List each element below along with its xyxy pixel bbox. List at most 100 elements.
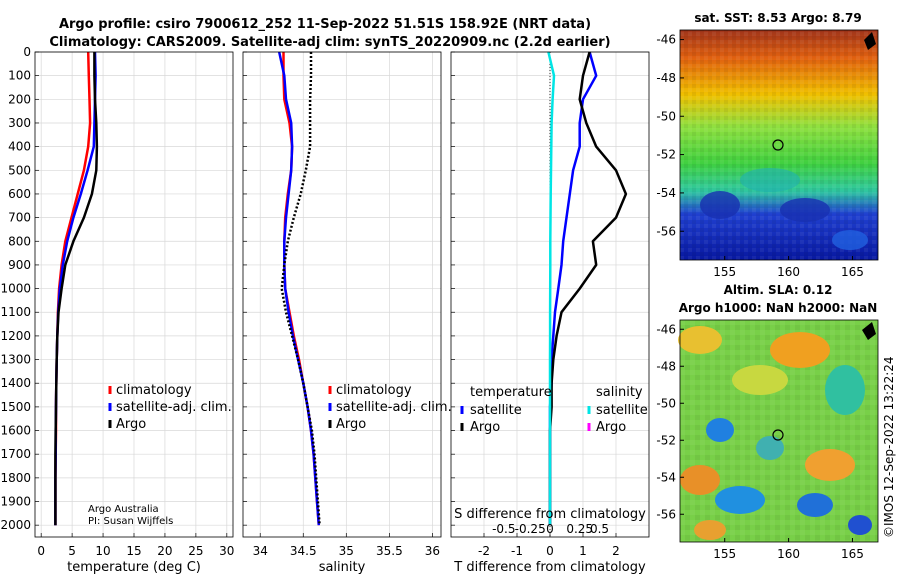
y-tick-label: 400 (8, 140, 31, 154)
y-tick-label: 1700 (0, 447, 31, 461)
y-tick-label: 1800 (0, 471, 31, 485)
map-x-tick-label: 155 (713, 265, 736, 279)
sst-coastline (864, 32, 876, 50)
map-y-tick-label: -54 (656, 186, 676, 200)
y-tick-label: 1100 (0, 305, 31, 319)
legend-label: satellite-adj. clim. (336, 400, 452, 415)
x-tick-top-label: 0.5 (590, 522, 609, 536)
x-axis-label: temperature (deg C) (67, 560, 201, 575)
series-line-argo (280, 52, 321, 526)
map-y-tick-label: -48 (656, 359, 676, 373)
x-tick-label: 0 (37, 544, 45, 558)
map-x-tick-label: 165 (841, 265, 864, 279)
x-tick-label: 35 (339, 544, 354, 558)
x-axis-label: T difference from climatology (453, 560, 646, 575)
difference-panel: -2 -1 0 1 2 T difference from climatology temp… (450, 51, 650, 575)
map-y-tick-label: -50 (656, 396, 676, 410)
y-tick-label: 1500 (0, 400, 31, 414)
legend-label: Argo (470, 420, 500, 435)
series-line-argo (54, 52, 99, 526)
y-tick-label: 600 (8, 187, 31, 201)
x-tick-label: 1 (579, 544, 587, 558)
legend-label: Argo (116, 417, 146, 432)
series-line-salinity-satellite (547, 51, 556, 526)
map-y-tick-label: -52 (656, 148, 676, 162)
sst-map-title: sat. SST: 8.53 Argo: 8.79 (694, 11, 861, 25)
x-tick-top-label: -0.5 (492, 522, 515, 536)
map-x-tick-label: 155 (713, 547, 736, 561)
axes-frame (242, 51, 442, 538)
map-x-tick-label: 165 (841, 547, 864, 561)
legend-title-temperature: temperature (470, 385, 552, 400)
x-tick-label: 30 (219, 544, 234, 558)
x-tick-label: 20 (157, 544, 172, 558)
y-tick-label: 200 (8, 92, 31, 106)
map-y-tick-label: -50 (656, 109, 676, 123)
y-tick-label: 0 (23, 45, 31, 59)
legend-title-salinity: salinity (596, 385, 643, 400)
legend-label: climatology (336, 383, 412, 398)
title-line-2: Climatology: CARS2009. Satellite-adj cli… (49, 35, 610, 50)
x-tick-top-label: 0 (546, 522, 554, 536)
sla-map: Altim. SLA: 0.12 Argo h1000: NaN h2000: … (656, 283, 879, 561)
map-x-tick-label: 160 (777, 265, 800, 279)
y-tick-label: 1400 (0, 376, 31, 390)
axes-frame (450, 51, 650, 538)
sst-map: sat. SST: 8.53 Argo: 8.79 155 160 165 -46 -4… (656, 11, 879, 279)
y-tick-label: 1000 (0, 282, 31, 296)
map-y-tick-label: -48 (656, 71, 676, 85)
x-tick-label: 10 (95, 544, 110, 558)
y-tick-label: 500 (8, 163, 31, 177)
y-tick-label: 900 (8, 258, 31, 272)
imos-watermark: ©IMOS 12-Sep-2022 13:22:24 (882, 356, 896, 538)
temperature-panel: 0100200300400500600700800900100011001200… (0, 45, 234, 575)
legend-label: satellite-adj. clim. (116, 400, 232, 415)
x-tick-label: 34.5 (290, 544, 317, 558)
y-tick-label: 1600 (0, 424, 31, 438)
map-y-tick-label: -46 (656, 322, 676, 336)
sla-map-title-2: Argo h1000: NaN h2000: NaN (679, 301, 878, 315)
map-y-tick-label: -56 (656, 507, 676, 521)
credit-line-2: PI: Susan Wijffels (88, 516, 173, 527)
x-tick-label: 0 (546, 544, 554, 558)
x-tick-label: 2 (612, 544, 620, 558)
x-tick-label: 36 (425, 544, 440, 558)
legend-label: climatology (116, 383, 192, 398)
map-y-tick-label: -56 (656, 224, 676, 238)
legend-label: satellite (470, 403, 522, 418)
x-tick-label: -2 (478, 544, 490, 558)
x-tick-top-label: 0.25 (566, 522, 593, 536)
y-tick-label: 1200 (0, 329, 31, 343)
x-axis-top-label: S difference from climatology (454, 507, 646, 522)
y-tick-label: 300 (8, 116, 31, 130)
sla-coastline (862, 322, 876, 340)
sst-argo-marker (772, 139, 784, 151)
legend-label: Argo (336, 417, 366, 432)
y-tick-label: 2000 (0, 518, 31, 532)
y-tick-label: 1900 (0, 495, 31, 509)
y-tick-label: 700 (8, 211, 31, 225)
x-tick-top-label: -0.25 (515, 522, 546, 536)
x-tick-label: -1 (511, 544, 523, 558)
legend-label: Argo (596, 420, 626, 435)
legend-label: satellite (596, 403, 648, 418)
sla-map-title-1: Altim. SLA: 0.12 (724, 283, 833, 297)
y-tick-label: 100 (8, 69, 31, 83)
x-tick-label: 5 (68, 544, 76, 558)
y-tick-label: 800 (8, 234, 31, 248)
axes-frame (34, 51, 234, 538)
sla-argo-marker (772, 429, 784, 441)
x-tick-label: 25 (188, 544, 203, 558)
map-y-tick-label: -52 (656, 433, 676, 447)
x-axis-label: salinity (319, 560, 366, 575)
map-y-tick-label: -54 (656, 470, 676, 484)
salinity-panel: 34 34.5 35 35.5 36 salinity climatology satelli… (242, 51, 452, 575)
x-tick-label: 35.5 (376, 544, 403, 558)
title-line-1: Argo profile: csiro 7900612_252 11-Sep-2… (59, 17, 591, 32)
map-x-tick-label: 160 (777, 547, 800, 561)
map-y-tick-label: -46 (656, 33, 676, 47)
y-tick-label: 1300 (0, 353, 31, 367)
credit-line-1: Argo Australia (88, 504, 159, 515)
x-tick-label: 34 (253, 544, 268, 558)
